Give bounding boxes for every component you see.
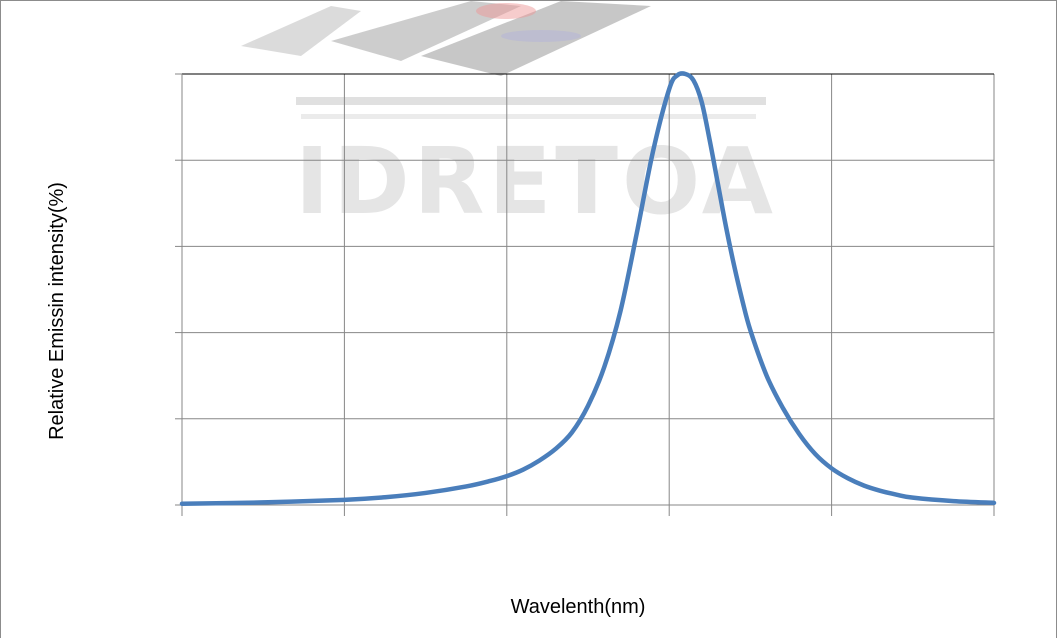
watermark-text: IDRETOA — [295, 128, 777, 235]
gridlines — [182, 73, 995, 505]
x-axis-title: Wavelenth(nm) — [511, 596, 646, 618]
watermark-swoosh-3 — [421, 1, 651, 76]
watermark-bar-2 — [301, 114, 756, 119]
watermark-logo: IDRETOA — [241, 1, 777, 235]
series-line-0 — [179, 71, 997, 506]
watermark-bar-1 — [296, 97, 766, 105]
watermark-swoosh-2 — [331, 1, 521, 61]
watermark-red-accent — [476, 3, 536, 19]
y-axis-title: Relative Emissin intensity(%) — [46, 182, 68, 440]
watermark-blue-accent — [501, 30, 581, 42]
series-layer — [179, 71, 997, 506]
axes — [175, 73, 995, 516]
watermark-swoosh-1 — [241, 6, 361, 56]
